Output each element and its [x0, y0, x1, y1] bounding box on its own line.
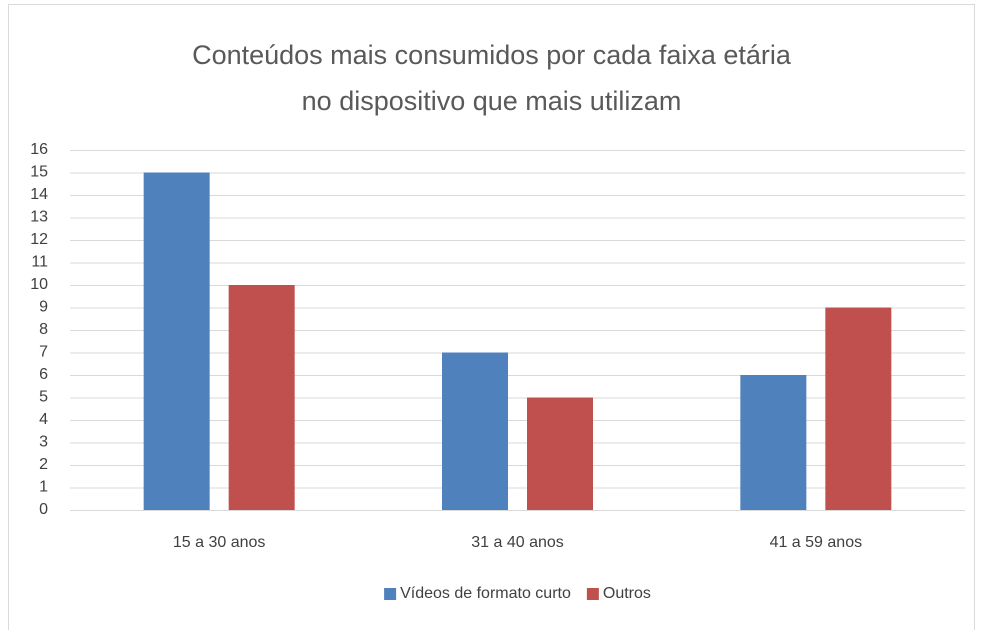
y-tick-label: 11	[31, 254, 48, 271]
y-tick-label: 1	[39, 479, 48, 496]
legend-label: Vídeos de formato curto	[400, 585, 571, 602]
bar	[527, 397, 593, 510]
chart-border	[8, 4, 975, 630]
y-tick-label: 14	[30, 186, 48, 203]
chart-title: Conteúdos mais consumidos por cada faixa…	[192, 40, 791, 116]
y-tick-label: 5	[39, 389, 48, 406]
bar	[442, 352, 508, 510]
x-tick-label: 41 a 59 anos	[770, 534, 863, 551]
bar	[825, 307, 892, 510]
y-tick-label: 4	[39, 411, 48, 428]
legend-swatch	[586, 588, 599, 600]
y-tick-label: 12	[30, 231, 48, 248]
y-tick-label: 8	[39, 321, 48, 338]
y-tick-label: 6	[39, 366, 48, 383]
bar	[143, 172, 210, 510]
y-tick-label: 3	[39, 434, 48, 451]
y-tick-label: 9	[39, 299, 48, 316]
bar	[740, 375, 807, 510]
y-tick-label: 0	[39, 501, 48, 518]
bar	[228, 285, 295, 510]
y-tick-label: 15	[30, 164, 48, 181]
legend-label: Outros	[603, 585, 651, 602]
x-tick-label: 15 a 30 anos	[173, 534, 266, 551]
legend-swatch	[384, 588, 397, 600]
y-tick-label: 13	[30, 209, 48, 226]
y-tick-label: 10	[30, 276, 48, 293]
y-tick-label: 7	[39, 344, 48, 361]
y-tick-label: 16	[30, 141, 48, 158]
y-tick-label: 2	[39, 456, 48, 473]
x-tick-label: 31 a 40 anos	[471, 534, 564, 551]
